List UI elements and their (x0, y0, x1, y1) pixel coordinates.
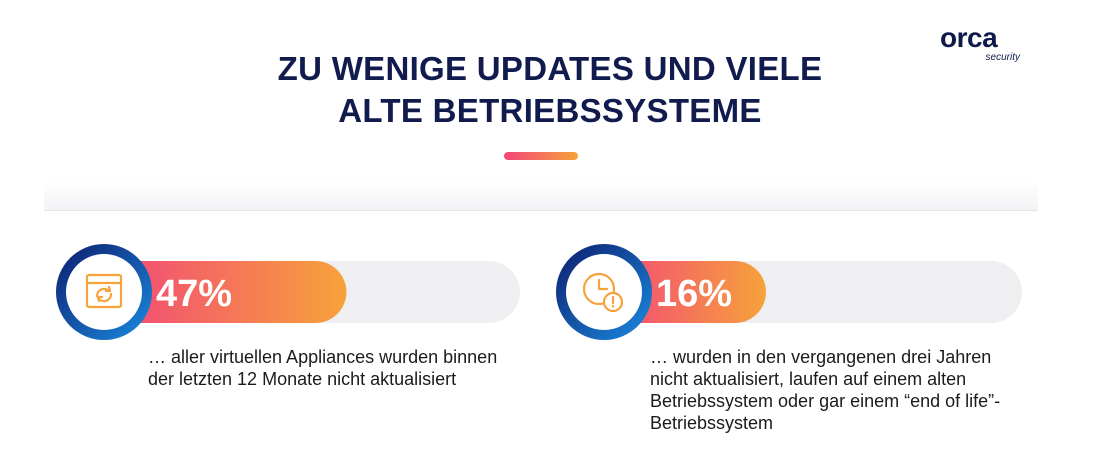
stat-value-label-2: 16% (656, 273, 732, 315)
orca-security-logo: orca security (940, 22, 1024, 66)
page-title: ZU WENIGE UPDATES UND VIELE ALTE BETRIEB… (0, 48, 1100, 132)
stat-ring-inner-2 (566, 254, 642, 330)
stat-group-2: 16% (556, 244, 1022, 340)
stat-description-1: … aller virtuellen Appliances wurden bin… (148, 347, 498, 389)
title-accent-bar (504, 152, 578, 160)
clock-alert-icon (582, 272, 624, 313)
section-divider (44, 180, 1038, 211)
stat-description-2: … wurden in den vergangenen drei Jahren … (650, 347, 1001, 433)
logo-wordmark: orca (940, 22, 998, 53)
logo-subtext: security (985, 52, 1020, 63)
stat-group-1: 47% (56, 244, 520, 340)
refresh-window-icon (85, 273, 123, 309)
stat-value-label-1: 47% (156, 273, 232, 315)
stat-ring-inner-1 (66, 254, 142, 330)
stat-bar-1 (104, 261, 347, 323)
page-title-line-1: ZU WENIGE UPDATES UND VIELE (277, 50, 823, 87)
page-title-line-2: ALTE BETRIEBSSYSTEME (338, 92, 762, 129)
